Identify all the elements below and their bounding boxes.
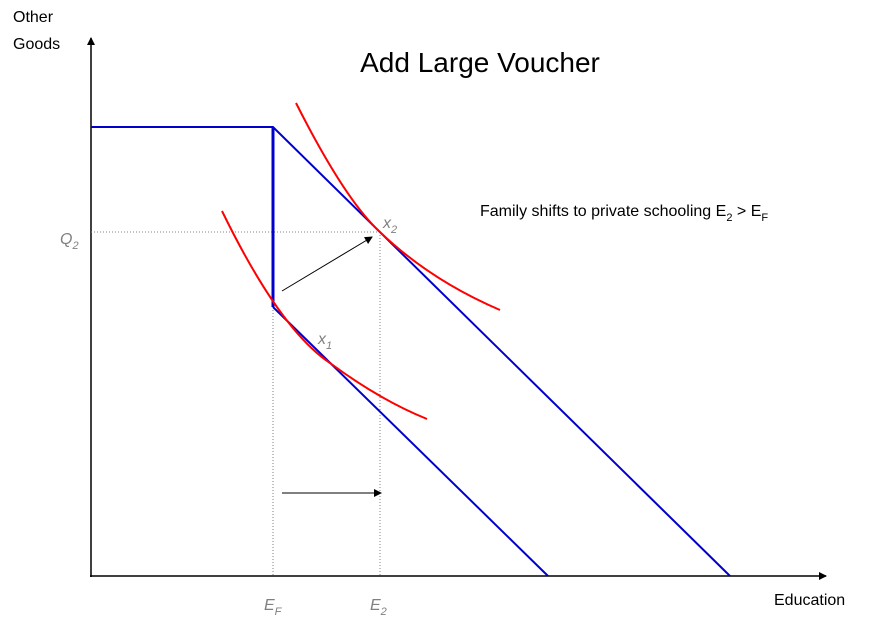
text: E (264, 597, 275, 614)
text: x (317, 331, 327, 348)
subscript: 1 (326, 340, 332, 352)
shift-arrow (281, 236, 373, 292)
guides (91, 231, 381, 576)
x-axis-label: Education (774, 592, 845, 609)
subscript: F (761, 212, 768, 224)
indifference-curves (221, 102, 501, 420)
budget-lines (91, 126, 731, 577)
annotation: Family shifts to private schooling E2​ >… (480, 203, 768, 224)
text: E (370, 597, 381, 614)
point-label: Q2​ (60, 231, 79, 252)
point-label: E2​ (370, 597, 387, 618)
title: Add Large Voucher (360, 47, 600, 78)
text: Family shifts to private schooling E (480, 203, 726, 220)
subscript: 2 (380, 606, 387, 618)
subscript: 2 (71, 240, 78, 252)
subscript: F (275, 606, 283, 618)
subscript: 2 (390, 224, 397, 236)
y-axis-label: Goods (13, 36, 60, 53)
y-axis-label: Other (13, 9, 54, 26)
point-label: x1​ (317, 331, 332, 352)
subscript: 2 (726, 212, 732, 224)
text: > E (732, 203, 761, 220)
text: x (382, 215, 392, 232)
text: Q (60, 231, 72, 248)
point-label: x2​ (382, 215, 397, 236)
point-label: EF​ (264, 597, 283, 618)
